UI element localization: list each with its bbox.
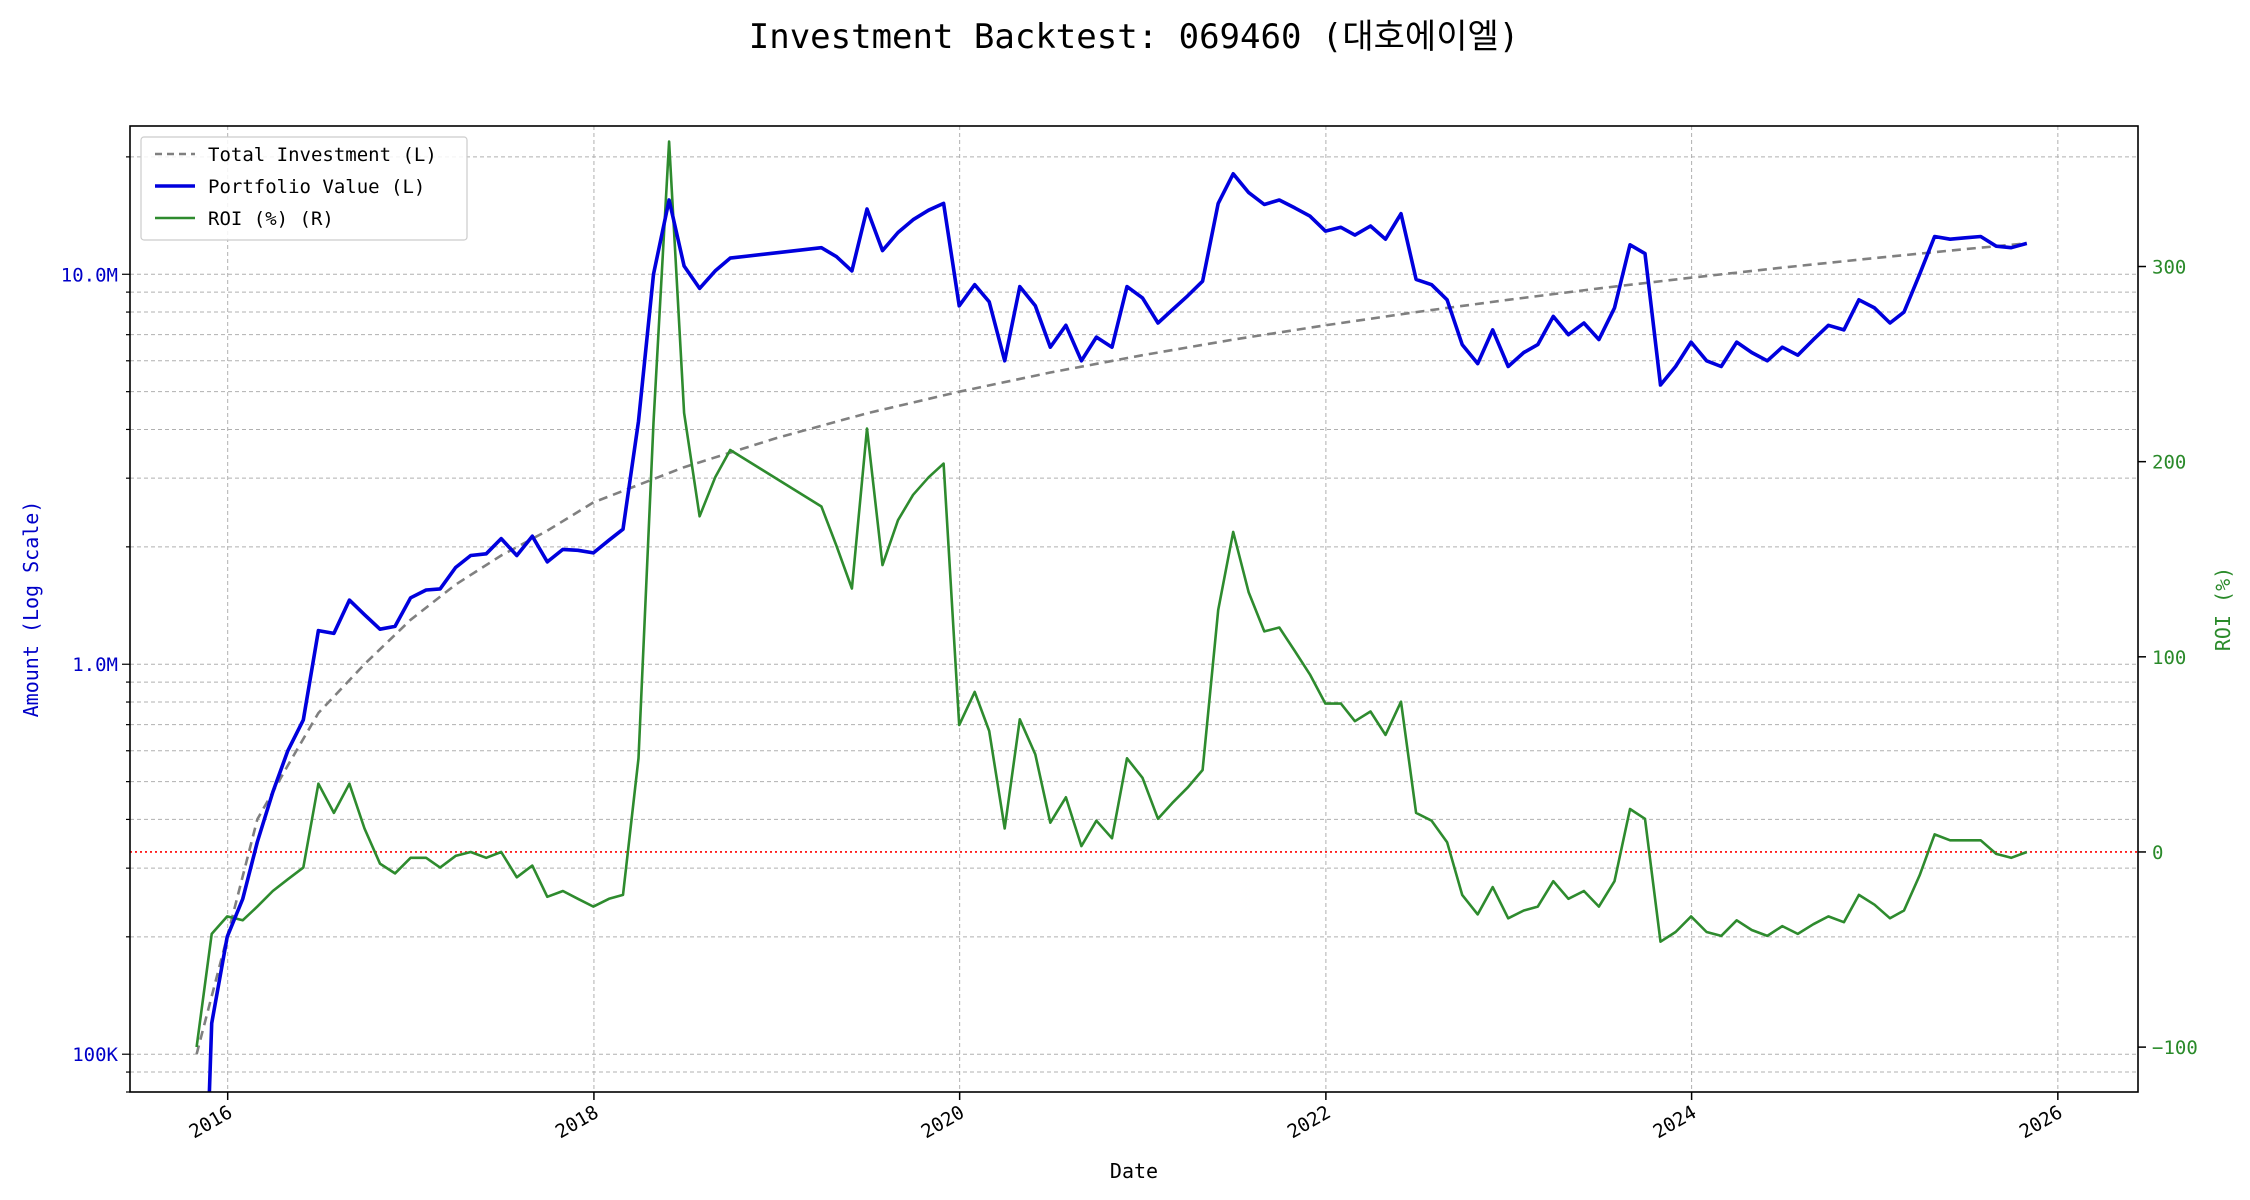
series-portfolio-value <box>207 172 2028 1092</box>
grid <box>130 126 2138 1093</box>
y-right-tick-label: 200 <box>2152 452 2186 474</box>
x-tick-label: 2018 <box>552 1101 603 1143</box>
series-roi <box>195 140 2028 1048</box>
x-tick-label: 2022 <box>1284 1101 1335 1143</box>
chart-title: Investment Backtest: 069460 (대호에이엘) <box>749 17 1520 57</box>
legend-label-roi: ROI (%) (R) <box>208 208 334 230</box>
plot-frame <box>129 125 2139 1093</box>
legend: Total Investment (L) Portfolio Value (L)… <box>140 136 468 241</box>
y-right-tick-label: 0 <box>2152 842 2163 864</box>
y-right-tick-label: −100 <box>2152 1037 2198 1059</box>
y-right-tick-label: 100 <box>2152 647 2186 669</box>
x-axis-label: Date <box>1110 1159 1158 1183</box>
y-left-tick-label: 1.0M <box>72 654 118 676</box>
y-axis-label-right: ROI (%) <box>2211 567 2235 651</box>
series-total-investment <box>195 242 2027 1055</box>
legend-label-total-investment: Total Investment (L) <box>208 144 437 166</box>
legend-box <box>140 136 468 241</box>
y-axis-label-left: Amount (Log Scale) <box>19 501 43 718</box>
legend-label-portfolio-value: Portfolio Value (L) <box>208 176 425 198</box>
y-left-tick-label: 10.0M <box>61 264 118 286</box>
x-tick-label: 2026 <box>2016 1101 2067 1143</box>
series-layer <box>195 140 2028 1092</box>
x-tick-label: 2024 <box>1649 1101 1700 1143</box>
y-left-tick-label: 100K <box>72 1044 118 1066</box>
axis-ticks: 2016 2018 2020 2022 2024 2026 100K 1.0M 10.0M −10… <box>61 156 2198 1143</box>
x-tick-label: 2016 <box>186 1101 237 1143</box>
x-tick-label: 2020 <box>918 1101 969 1143</box>
y-right-tick-label: 300 <box>2152 257 2186 279</box>
